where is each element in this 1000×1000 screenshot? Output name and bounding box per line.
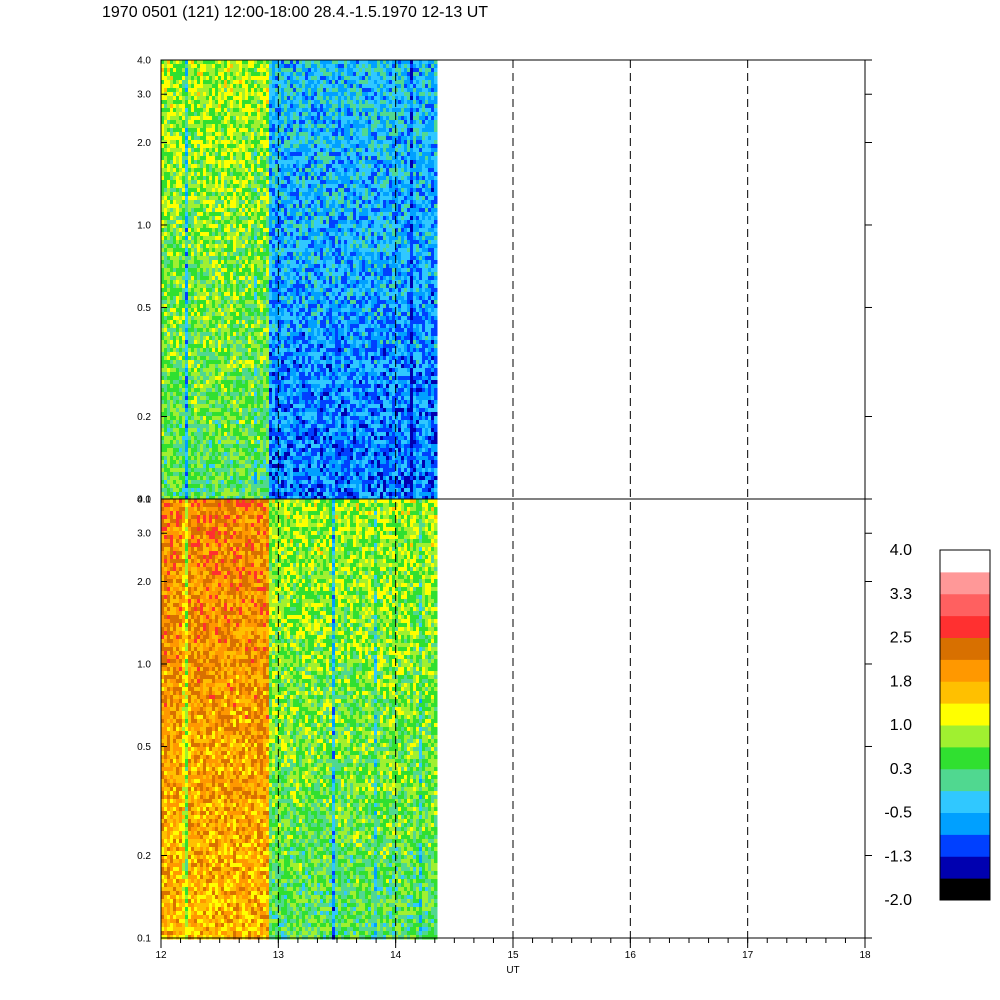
colorbar-segment-14	[940, 571, 990, 595]
x-tick-label-17: 17	[742, 950, 754, 961]
x-axis-label: UT	[506, 965, 519, 976]
x-tick-label-15: 15	[507, 950, 519, 961]
y-tick-label-lower-0.2: 0.2	[137, 851, 151, 862]
colorbar-segment-12	[940, 615, 990, 638]
y-tick-label-upper-0.2: 0.2	[137, 412, 151, 423]
x-tick-label-18: 18	[859, 950, 871, 961]
y-tick-label-upper-2.0: 2.0	[137, 138, 151, 149]
colorbar-label-4: 1.0	[890, 717, 912, 734]
colorbar: 4.0 3.3 2.5 1.8 1.0 0.3 -0.5 -1.3 -2.0	[884, 542, 991, 909]
vertical-dashed-lines	[277, 60, 749, 938]
colorbar-label-0: 4.0	[890, 542, 912, 559]
colorbar-segment-0	[940, 878, 990, 901]
colorbar-segment-6	[940, 746, 990, 770]
colorbar-segment-4	[940, 790, 990, 813]
y-tick-label-upper-1.0: 1.0	[137, 220, 151, 231]
colorbar-segment-2	[940, 834, 990, 857]
colorbar-label-8: -2.0	[884, 892, 912, 909]
y-tick-label-lower-4.0: 4.0	[137, 495, 151, 506]
y-tick-label-lower-0.1: 0.1	[137, 934, 151, 945]
x-axis: 12 13 14 15 16 17 18	[155, 938, 871, 961]
y-tick-label-lower-1.0: 1.0	[137, 659, 151, 670]
colorbar-segment-10	[940, 659, 990, 682]
colorbar-label-1: 3.3	[890, 586, 912, 603]
colorbar-label-6: -0.5	[884, 805, 912, 822]
y-tick-label-upper-0.5: 0.5	[137, 303, 151, 314]
x-tick-label-16: 16	[625, 950, 637, 961]
colorbar-segment-15	[940, 550, 990, 573]
chart-title: 1970 0501 (121) 12:00-18:00 28.4.-1.5.19…	[102, 4, 488, 22]
colorbar-segment-9	[940, 681, 990, 704]
lower-panel-heatmap	[161, 499, 438, 940]
colorbar-segment-13	[940, 593, 990, 617]
y-tick-label-lower-3.0: 3.0	[137, 529, 151, 540]
y-tick-label-upper-0.1: 0.1	[137, 495, 151, 506]
colorbar-label-7: -1.3	[884, 848, 912, 865]
colorbar-label-2: 2.5	[890, 630, 912, 647]
colorbar-segment-11	[940, 637, 990, 660]
colorbar-segment-7	[940, 725, 990, 748]
y-tick-label-lower-2.0: 2.0	[137, 577, 151, 588]
y-axes: 0.10.20.51.02.03.04.00.10.20.51.02.03.04…	[137, 56, 872, 945]
y-tick-label-upper-4.0: 4.0	[137, 56, 151, 67]
colorbar-segment-5	[940, 768, 990, 792]
x-tick-label-12: 12	[155, 950, 167, 961]
x-tick-label-13: 13	[273, 950, 285, 961]
y-tick-label-lower-0.5: 0.5	[137, 742, 151, 753]
colorbar-label-3: 1.8	[890, 673, 912, 690]
y-tick-label-upper-3.0: 3.0	[137, 90, 151, 101]
colorbar-frame	[939, 549, 991, 901]
colorbar-segment-8	[940, 703, 990, 726]
colorbar-segment-3	[940, 812, 990, 835]
x-tick-label-14: 14	[390, 950, 402, 961]
upper-panel-heatmap	[161, 60, 438, 501]
colorbar-segment-1	[940, 856, 990, 879]
colorbar-label-5: 0.3	[890, 761, 912, 778]
